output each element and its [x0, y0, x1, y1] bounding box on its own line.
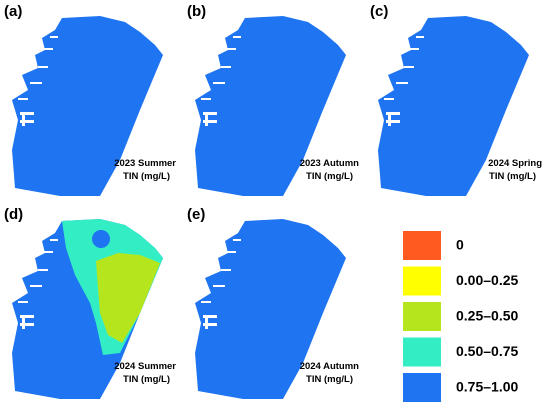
caption-unit: TIN (mg/L)	[123, 171, 170, 182]
panel-label: (d)	[4, 206, 23, 223]
map-panel: (a) 2023 Summer TIN (mg/L)	[4, 3, 176, 196]
legend-swatch	[403, 373, 441, 402]
map-panel: (b) 2023 Autumn TIN (mg/L)	[187, 3, 359, 196]
caption-period: 2023 Summer	[114, 158, 176, 169]
caption-period: 2023 Autumn	[300, 158, 359, 169]
zone	[96, 253, 160, 343]
map	[195, 16, 346, 196]
map	[195, 219, 346, 399]
legend-label: 0.50–0.75	[456, 343, 518, 359]
caption-period: 2024 Spring	[488, 158, 542, 169]
legend: 0 0.00–0.25 0.25–0.50 0.50–0.75 0.75–1.00	[403, 231, 518, 402]
legend-label: 0.00–0.25	[456, 272, 518, 288]
legend-label: 0.75–1.00	[456, 379, 518, 395]
legend-swatch	[403, 302, 441, 331]
map-panel: (e) 2024 Autumn TIN (mg/L)	[187, 206, 359, 399]
map	[378, 16, 529, 196]
zone	[92, 230, 110, 248]
panel-label: (c)	[370, 3, 388, 20]
legend-label: 0.25–0.50	[456, 308, 518, 324]
legend-swatch	[403, 337, 441, 367]
caption-unit: TIN (mg/L)	[123, 374, 170, 385]
caption-unit: TIN (mg/L)	[306, 374, 353, 385]
panel-label: (a)	[4, 3, 22, 20]
caption-unit: TIN (mg/L)	[306, 171, 353, 182]
caption-unit: TIN (mg/L)	[489, 171, 536, 182]
map	[12, 16, 163, 196]
legend-label: 0	[456, 237, 464, 253]
caption-period: 2024 Summer	[114, 361, 176, 372]
panel-label: (b)	[187, 3, 206, 20]
map-panel: (c) 2024 Spring TIN (mg/L)	[370, 3, 542, 196]
legend-swatch	[403, 266, 441, 296]
caption-period: 2024 Autumn	[300, 361, 359, 372]
map-panel: (d) 2024 Summer TIN (mg/L)	[4, 206, 176, 399]
legend-swatch	[403, 231, 441, 260]
panel-label: (e)	[187, 206, 205, 223]
